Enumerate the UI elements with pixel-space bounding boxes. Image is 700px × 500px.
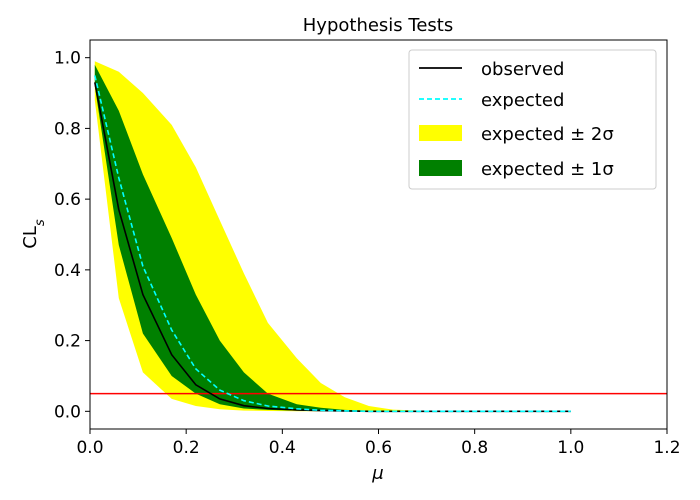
x-tick-label: 0.8 [461,438,488,458]
x-tick-label: 0.2 [173,438,200,458]
y-tick-label: 0.2 [54,332,81,352]
y-tick-label: 1.0 [54,49,81,69]
y-tick-label: 0.4 [54,261,81,281]
y-axis-label-sub: s [33,219,48,226]
y-tick-label: 0.6 [54,190,81,210]
chart-title: Hypothesis Tests [303,15,453,36]
x-tick-label: 0.0 [76,438,103,458]
expected-line [94,75,571,413]
x-tick-label: 1.2 [653,438,680,458]
legend-label-2: expected ± 2σ [481,124,614,145]
legend-label-3: expected ± 1σ [481,159,614,180]
y-tick-label: 0.0 [54,402,81,422]
y-tick-label: 0.8 [54,119,81,139]
x-tick-label: 0.4 [269,438,296,458]
legend-label-0: observed [481,59,564,80]
x-tick-label: 0.6 [365,438,392,458]
band-2sigma [94,61,571,412]
legend-frame [408,49,657,190]
x-axis-label: μ [371,463,383,484]
x-tick-label: 1.0 [557,438,584,458]
plot-area [90,61,667,413]
legend-swatch-3 [419,160,462,176]
y-axis-label: CLs [20,219,48,249]
legend-swatch-2 [419,125,462,141]
x-axis-ticks: 0.0 0.2 0.4 0.6 0.8 1.0 1.2 [76,429,681,458]
y-axis-ticks: 0.0 0.2 0.4 0.6 0.8 1.0 [54,49,90,422]
y-axis-label-main: CL [20,226,41,249]
legend: observed expected expected ± 2σ expected ± … [408,49,657,190]
legend-label-1: expected [481,90,564,111]
